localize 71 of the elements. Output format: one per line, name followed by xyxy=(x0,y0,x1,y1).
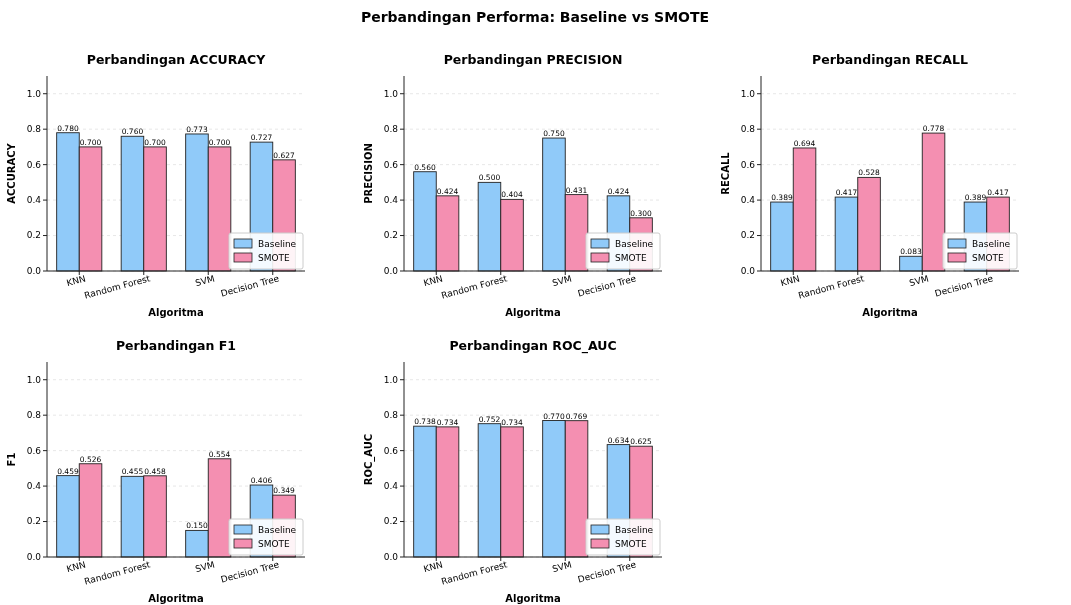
y-tick-label: 1.0 xyxy=(26,88,42,99)
y-tick-label: 0.0 xyxy=(26,551,42,562)
x-tick-label: Decision Tree xyxy=(219,273,281,299)
y-tick-label: 0.6 xyxy=(383,159,399,170)
text: Perbandingan Performa: Baseline vs SMOTE xyxy=(360,9,710,25)
y-axis-title: ACCURACY xyxy=(6,142,17,204)
legend-label: SMOTE xyxy=(615,253,648,263)
x-tick-label: Decision Tree xyxy=(219,559,281,585)
legend-label: SMOTE xyxy=(615,539,648,549)
y-tick-label: 0.6 xyxy=(383,445,399,456)
x-tick-label: Decision Tree xyxy=(576,273,638,299)
y-tick-label: 0.8 xyxy=(383,124,399,135)
y-tick-label: 1.0 xyxy=(26,374,42,385)
y-tick-label: 0.2 xyxy=(26,516,41,527)
y-tick-label: 0.2 xyxy=(383,516,398,527)
legend-label: SMOTE xyxy=(972,253,1005,263)
y-tick-label: 0.0 xyxy=(26,265,42,276)
x-tick-label: Decision Tree xyxy=(576,559,638,585)
legend-label: Baseline xyxy=(972,239,1011,249)
y-tick-label: 0.2 xyxy=(26,230,41,241)
x-tick-label: KNN xyxy=(422,559,444,575)
legend-label: SMOTE xyxy=(258,539,291,549)
y-tick-label: 0.6 xyxy=(740,159,756,170)
chart-title: Perbandingan F1 xyxy=(115,338,237,353)
y-tick-label: 0.4 xyxy=(740,194,756,205)
x-tick-label: KNN xyxy=(65,559,87,575)
y-tick-label: 0.8 xyxy=(26,124,42,135)
y-tick-label: 0.8 xyxy=(26,410,42,421)
chart-title: Perbandingan ACCURACY xyxy=(86,52,267,67)
legend-label: Baseline xyxy=(258,525,297,535)
y-tick-label: 0.4 xyxy=(383,194,399,205)
y-axis-title: RECALL xyxy=(720,151,731,195)
legend-label: Baseline xyxy=(615,239,654,249)
x-tick-label: KNN xyxy=(422,273,444,289)
x-tick-label: SVM xyxy=(551,273,573,289)
y-tick-label: 0.4 xyxy=(26,194,42,205)
x-tick-label: SVM xyxy=(551,559,573,575)
x-tick-label: SVM xyxy=(194,559,216,575)
legend-label: SMOTE xyxy=(258,253,291,263)
y-tick-label: 0.8 xyxy=(740,124,756,135)
y-tick-label: 0.6 xyxy=(26,159,42,170)
x-axis-title: Algoritma xyxy=(505,307,561,318)
x-tick-label: KNN xyxy=(779,273,801,289)
x-axis-title: Algoritma xyxy=(148,307,204,318)
x-tick-label: SVM xyxy=(908,273,930,289)
y-tick-label: 1.0 xyxy=(740,88,756,99)
y-tick-label: 0.2 xyxy=(383,230,398,241)
x-tick-label: Decision Tree xyxy=(933,273,995,299)
y-tick-label: 0.0 xyxy=(383,265,399,276)
y-tick-label: 1.0 xyxy=(383,88,399,99)
y-tick-label: 0.6 xyxy=(26,445,42,456)
legend-label: Baseline xyxy=(258,239,297,249)
x-tick-label: KNN xyxy=(65,273,87,289)
y-axis-title: PRECISION xyxy=(363,143,374,204)
chart-title: Perbandingan RECALL xyxy=(812,52,968,67)
chart-title: Perbandingan PRECISION xyxy=(443,52,623,67)
y-tick-label: 0.8 xyxy=(383,410,399,421)
y-tick-label: 0.4 xyxy=(383,480,399,491)
y-axis-title: ROC_AUC xyxy=(363,433,375,486)
y-tick-label: 0.0 xyxy=(383,551,399,562)
y-axis-title: F1 xyxy=(6,452,17,467)
y-tick-label: 1.0 xyxy=(383,374,399,385)
chart-title: Perbandingan ROC_AUC xyxy=(449,338,617,354)
y-tick-label: 0.4 xyxy=(26,480,42,491)
y-tick-label: 0.0 xyxy=(740,265,756,276)
legend-label: Baseline xyxy=(615,525,654,535)
y-tick-label: 0.2 xyxy=(740,230,755,241)
x-axis-title: Algoritma xyxy=(862,307,918,318)
x-tick-label: SVM xyxy=(194,273,216,289)
x-axis-title: Algoritma xyxy=(148,593,204,604)
x-axis-title: Algoritma xyxy=(505,593,561,604)
